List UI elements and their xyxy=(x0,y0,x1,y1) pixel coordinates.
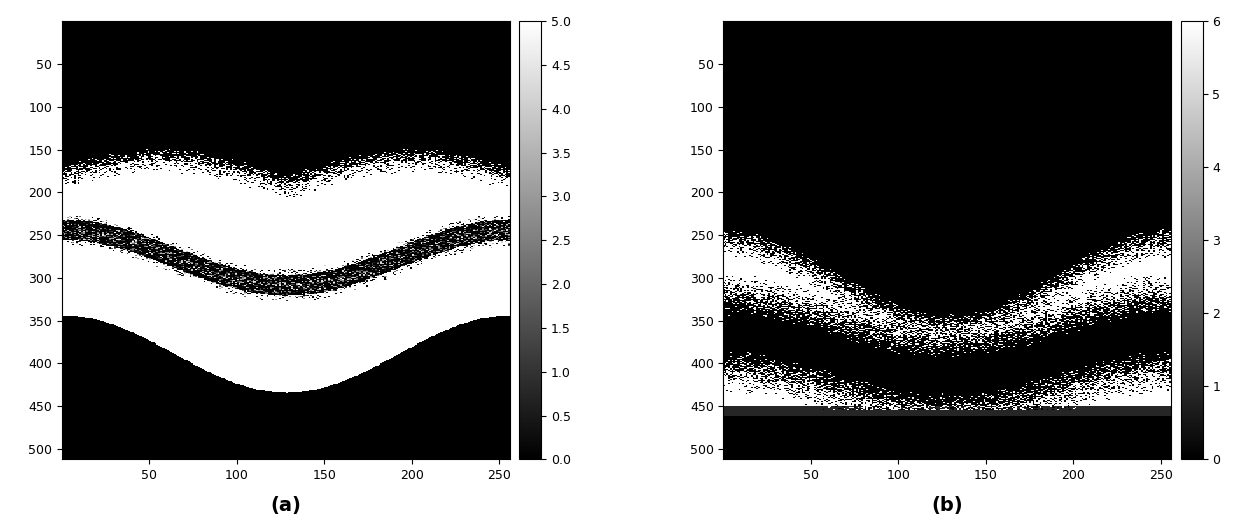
X-axis label: (a): (a) xyxy=(270,496,301,515)
X-axis label: (b): (b) xyxy=(931,496,963,515)
